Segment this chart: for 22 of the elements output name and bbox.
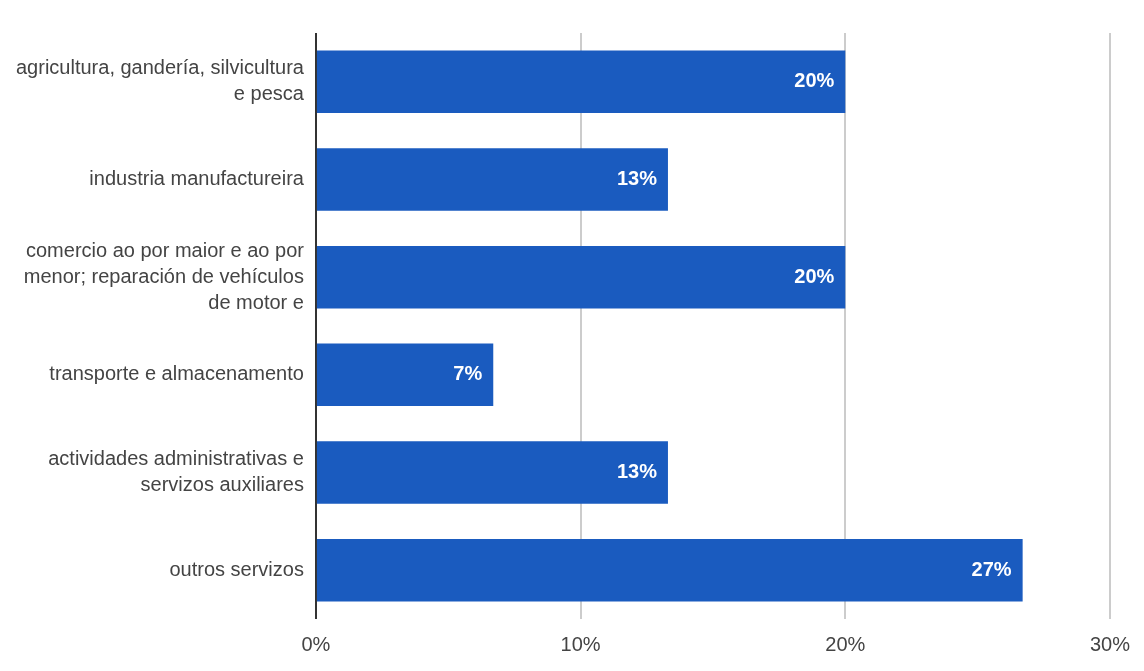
- data-label: 13%: [616, 460, 658, 483]
- bar: [316, 343, 494, 407]
- bar: [316, 441, 668, 504]
- data-label: 13%: [616, 167, 658, 190]
- y-tick-label: actividades administrativas e servizos auxiliares: [48, 447, 304, 496]
- x-tick-label: 30%: [1089, 632, 1131, 655]
- y-tick-label: agricultura, gandería, silvicultura e pesca: [16, 56, 305, 105]
- x-tick-label: 10%: [560, 632, 601, 655]
- y-tick-label: outros servizos: [169, 557, 304, 580]
- data-label: 7%: [453, 362, 483, 385]
- x-tick-label: 0%: [301, 632, 331, 655]
- bar: [316, 50, 846, 114]
- y-tick-label: industria manufactureira: [89, 167, 305, 190]
- data-label: 20%: [794, 264, 835, 287]
- bar: [316, 538, 1023, 602]
- x-tick-label: 20%: [825, 632, 866, 655]
- bar: [316, 148, 668, 211]
- data-label: 27%: [971, 557, 1012, 580]
- data-label: 20%: [794, 69, 835, 92]
- y-tick-label: transporte e almacenamento: [49, 362, 304, 385]
- bar: [316, 245, 846, 309]
- y-tick-label: comercio ao por maior e ao por menor; reparación de vehículos de motor e: [23, 238, 305, 313]
